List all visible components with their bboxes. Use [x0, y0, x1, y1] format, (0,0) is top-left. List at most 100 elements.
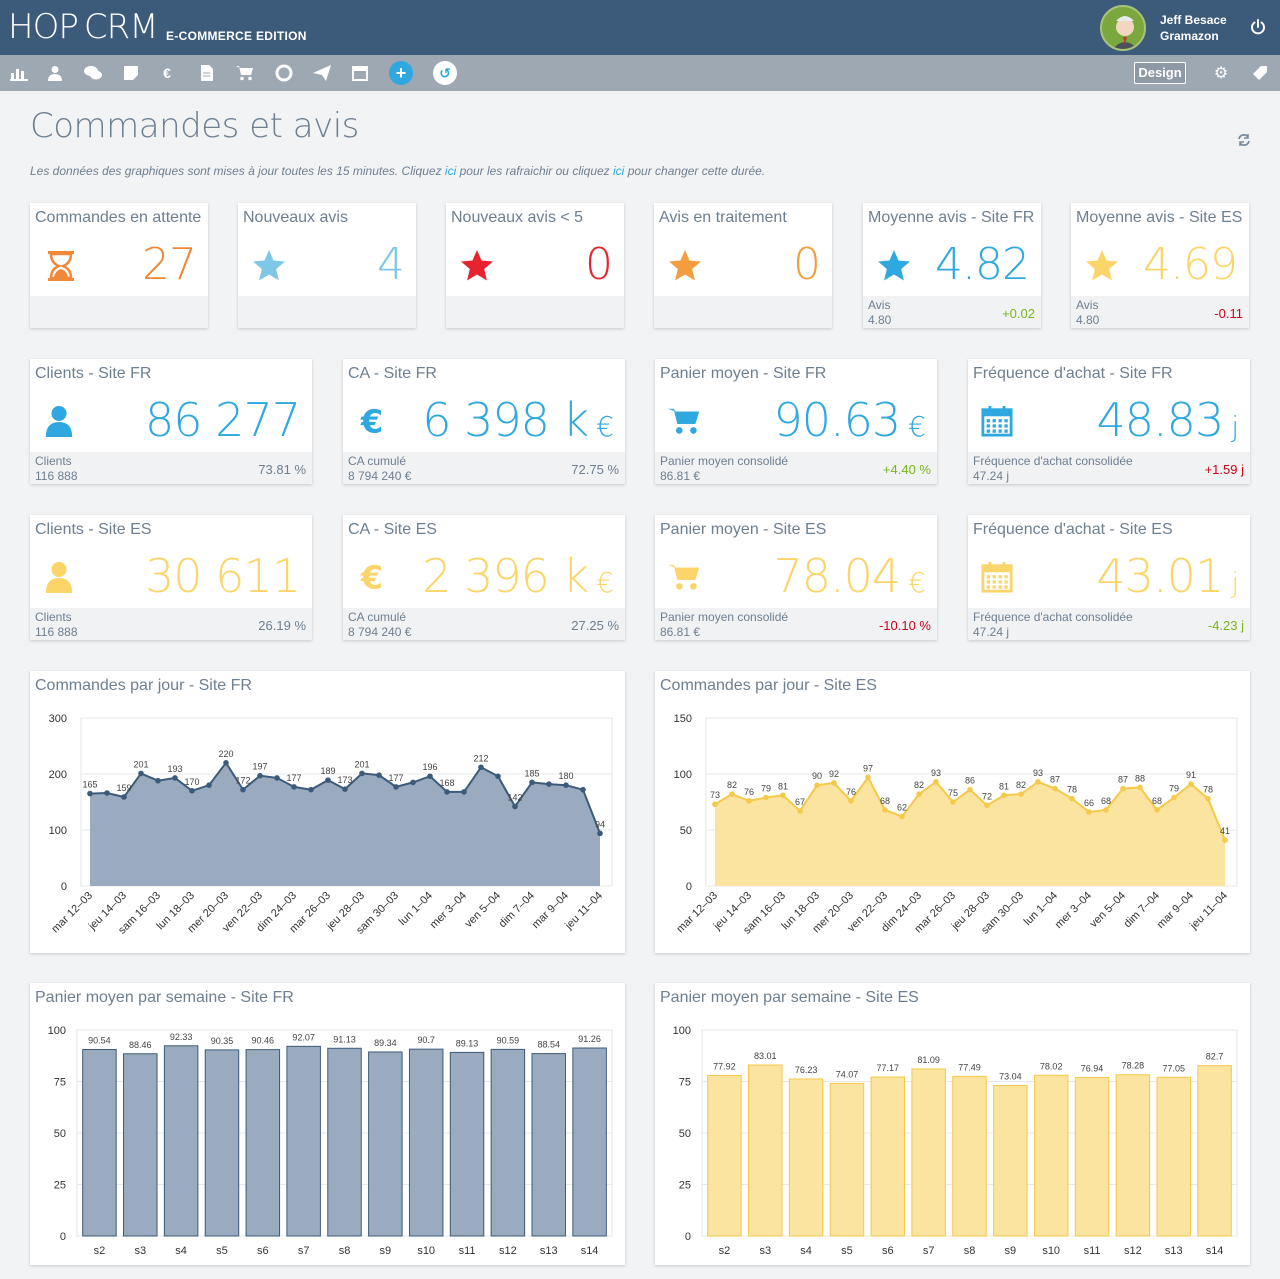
lifebuoy-icon[interactable] — [275, 64, 293, 82]
data-point[interactable] — [1018, 791, 1024, 797]
bar[interactable] — [1156, 1076, 1191, 1237]
chat-icon[interactable] — [84, 64, 102, 82]
send-icon[interactable] — [313, 64, 331, 82]
data-point[interactable] — [848, 798, 854, 804]
data-point[interactable] — [1222, 837, 1228, 843]
bar[interactable] — [1197, 1065, 1232, 1237]
avatar[interactable] — [1100, 5, 1146, 51]
history-icon[interactable]: ↺ — [433, 61, 457, 85]
add-icon[interactable]: + — [389, 61, 413, 85]
bar[interactable] — [449, 1051, 485, 1237]
kpi-card[interactable]: Fréquence d'achat - Site ES 43.01 j Fréquen… — [968, 515, 1250, 640]
kpi-card[interactable]: Commandes en attente 27 — [30, 203, 208, 328]
data-point[interactable] — [274, 775, 280, 781]
data-point[interactable] — [950, 799, 956, 805]
bar[interactable] — [572, 1047, 607, 1237]
data-point[interactable] — [512, 803, 518, 810]
bar[interactable] — [368, 1051, 403, 1237]
kpi-card[interactable]: Panier moyen - Site ES 78.04 € Panier moyen… — [655, 515, 937, 640]
design-button[interactable]: Design — [1134, 62, 1186, 84]
data-point[interactable] — [933, 779, 939, 785]
data-point[interactable] — [916, 791, 922, 797]
data-point[interactable] — [865, 774, 871, 781]
bar[interactable] — [327, 1047, 362, 1237]
data-point[interactable] — [223, 760, 229, 766]
bar[interactable] — [788, 1078, 824, 1237]
data-point[interactable] — [763, 794, 769, 801]
cart-icon[interactable] — [236, 64, 254, 82]
kpi-card[interactable]: CA - Site FR €6 398 k € CA cumulé 8 794 240 … — [343, 359, 625, 484]
data-point[interactable] — [712, 801, 718, 808]
data-point[interactable] — [495, 773, 501, 780]
data-point[interactable] — [1154, 807, 1160, 813]
data-point[interactable] — [1171, 794, 1177, 801]
data-point[interactable] — [1188, 781, 1194, 787]
bar[interactable] — [245, 1049, 281, 1237]
data-point[interactable] — [780, 792, 786, 799]
bar[interactable] — [1074, 1077, 1110, 1237]
bar[interactable] — [870, 1076, 906, 1237]
user-info[interactable]: Jeff Besace Gramazon — [1160, 12, 1227, 44]
data-point[interactable] — [155, 777, 161, 784]
logo[interactable]: HOP CRM — [8, 7, 159, 47]
data-point[interactable] — [308, 786, 314, 793]
document-icon[interactable] — [198, 64, 216, 82]
refresh-link[interactable]: ici — [444, 164, 457, 178]
data-point[interactable] — [882, 807, 888, 813]
data-point[interactable] — [1001, 792, 1007, 799]
bar[interactable] — [1115, 1074, 1151, 1237]
kpi-card[interactable]: Avis en traitement 0 — [654, 203, 832, 328]
data-point[interactable] — [359, 770, 365, 777]
bar[interactable] — [829, 1082, 865, 1237]
bar[interactable] — [911, 1068, 946, 1237]
bar[interactable] — [490, 1048, 526, 1237]
euro-icon[interactable]: € — [163, 65, 171, 81]
calendar-icon[interactable] — [351, 64, 369, 82]
data-point[interactable] — [478, 764, 484, 771]
kpi-card[interactable]: Panier moyen - Site FR 90.63 € Panier moyen… — [655, 359, 937, 484]
bar[interactable] — [123, 1053, 158, 1237]
data-point[interactable] — [444, 789, 450, 795]
bar[interactable] — [531, 1053, 566, 1237]
data-point[interactable] — [1052, 785, 1058, 792]
data-point[interactable] — [729, 791, 735, 797]
bar[interactable] — [993, 1085, 1028, 1237]
data-point[interactable] — [1086, 809, 1092, 815]
data-point[interactable] — [87, 790, 93, 797]
data-point[interactable] — [1205, 795, 1211, 802]
gear-icon[interactable]: ⚙ — [1213, 65, 1229, 82]
data-point[interactable] — [206, 782, 212, 788]
data-point[interactable] — [746, 798, 752, 804]
data-point[interactable] — [393, 784, 399, 790]
data-point[interactable] — [1035, 779, 1041, 785]
kpi-card[interactable]: Moyenne avis - Site FR 4.82 Avis 4.80 +0.02 — [863, 203, 1041, 328]
kpi-card[interactable]: Fréquence d'achat - Site FR 48.83 j Fréquen… — [968, 359, 1250, 484]
kpi-card[interactable]: Moyenne avis - Site ES 4.69 Avis 4.80 -0.11 — [1071, 203, 1249, 328]
data-point[interactable] — [376, 772, 382, 778]
data-point[interactable] — [1137, 784, 1143, 791]
note-icon[interactable] — [122, 64, 140, 82]
data-point[interactable] — [1103, 807, 1109, 813]
data-point[interactable] — [138, 770, 144, 777]
user-icon[interactable] — [46, 64, 64, 82]
data-point[interactable] — [546, 781, 552, 787]
chart-icon[interactable] — [10, 64, 28, 82]
data-point[interactable] — [461, 789, 467, 795]
tag-icon[interactable] — [1251, 64, 1269, 82]
data-point[interactable] — [172, 775, 178, 781]
kpi-card[interactable]: Clients - Site ES 30 611 Clients 116 888 26.… — [30, 515, 312, 640]
data-point[interactable] — [580, 786, 586, 793]
data-point[interactable] — [121, 794, 127, 800]
bar[interactable] — [952, 1075, 987, 1237]
data-point[interactable] — [291, 784, 297, 790]
data-point[interactable] — [257, 772, 263, 779]
data-point[interactable] — [984, 802, 990, 809]
data-point[interactable] — [529, 779, 535, 786]
data-point[interactable] — [563, 782, 569, 788]
power-icon[interactable] — [1249, 18, 1267, 36]
data-point[interactable] — [967, 786, 973, 793]
data-point[interactable] — [240, 786, 246, 793]
data-point[interactable] — [189, 788, 195, 794]
data-point[interactable] — [104, 790, 110, 796]
